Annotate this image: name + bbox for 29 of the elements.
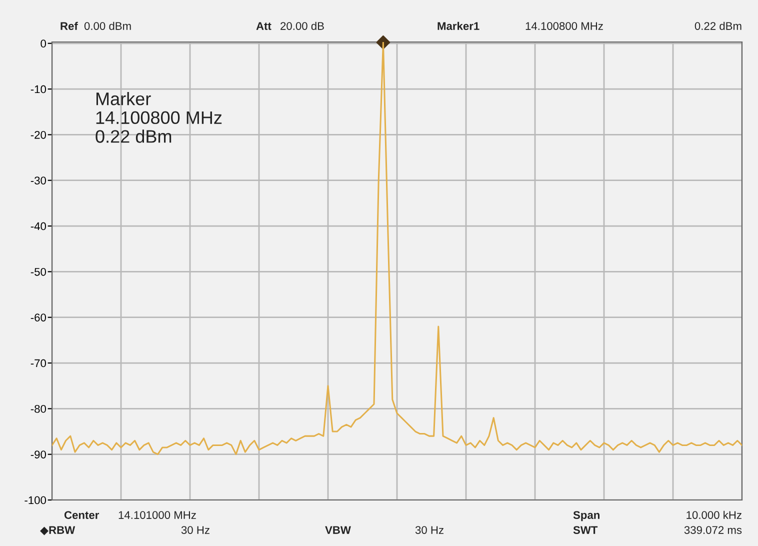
text: 30 Hz [181, 526, 210, 534]
text: Center [64, 511, 100, 519]
y-tick-label: -50 [30, 268, 46, 276]
y-tick-label: 0 [40, 40, 46, 48]
text: Span [573, 511, 600, 522]
text: Marker1 [438, 22, 480, 30]
text: 14.100800 MHz [526, 22, 603, 30]
text: 30 Hz [415, 526, 444, 534]
text: Att [256, 22, 272, 30]
y-tick-label: -90 [30, 450, 46, 458]
y-tick-label: -10 [30, 85, 46, 94]
annotation: Marker 14.100800 MHz 0.22 dBm [96, 92, 222, 143]
y-tick-label: -40 [30, 222, 46, 230]
y-tick-label: -60 [30, 314, 46, 322]
text: 0.00 dBm [84, 22, 131, 30]
y-tick-label: -100 [24, 496, 46, 504]
text: 20.00 dB [280, 22, 324, 30]
text: VBW [325, 526, 351, 534]
text: 0.22 dBm [694, 22, 742, 30]
text: SWT [573, 526, 598, 534]
y-tick-label: -30 [30, 176, 46, 184]
text: ◆RBW [40, 526, 76, 536]
text: 339.072 ms [684, 526, 742, 534]
text: 10.000 kHz [686, 510, 742, 519]
y-tick-label: -80 [30, 404, 46, 413]
y-tick-label: -20 [30, 130, 46, 139]
y-tick-label: -70 [30, 359, 46, 368]
text: 14.101000 MHz [118, 511, 196, 519]
text: Ref [60, 22, 78, 30]
